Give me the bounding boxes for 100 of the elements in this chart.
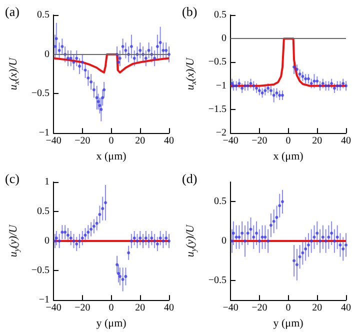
point: [230, 240, 234, 243]
point: [336, 84, 339, 88]
point: [127, 251, 130, 254]
point: [321, 236, 324, 239]
point: [84, 234, 87, 237]
point: [124, 48, 128, 52]
point: [136, 240, 139, 243]
y-tick-label: 1: [44, 176, 50, 188]
point: [69, 56, 72, 60]
y-tick-label: 0: [44, 236, 50, 247]
x-tick-label: 40: [164, 136, 174, 147]
point: [121, 278, 124, 281]
point: [336, 236, 339, 239]
point: [164, 48, 168, 52]
point: [278, 204, 282, 208]
point: [75, 56, 78, 60]
x-tick-label: 0: [108, 136, 114, 147]
point: [260, 236, 264, 239]
point: [78, 240, 82, 243]
x-tick-label: 0: [286, 302, 291, 314]
point: [95, 96, 98, 100]
point: [96, 100, 100, 104]
point: [275, 216, 278, 219]
point: [132, 56, 136, 60]
point: [338, 84, 342, 88]
point: [104, 201, 107, 204]
point: [162, 48, 165, 52]
point: [86, 230, 90, 234]
y-tick-label: −0.5: [208, 56, 227, 68]
point: [278, 94, 282, 97]
point: [72, 240, 76, 243]
y-axis-title: uy(y)/U: [8, 224, 21, 258]
point: [144, 236, 148, 240]
point: [255, 232, 258, 235]
point: [98, 212, 102, 216]
y-tick-label: 0.5: [37, 206, 50, 218]
point: [298, 72, 302, 76]
point: [246, 232, 250, 235]
point: [121, 44, 124, 48]
point: [78, 64, 82, 68]
point: [132, 236, 136, 240]
point: [321, 82, 324, 85]
point: [95, 222, 98, 225]
x-axis-title: x (μm): [96, 150, 127, 162]
point: [80, 236, 84, 240]
x-axis-title: y (μm): [273, 318, 304, 330]
chart-title: (b): [182, 4, 198, 19]
x-tick-label: −20: [252, 302, 268, 314]
y-tick-label: 0.5: [214, 196, 227, 208]
point: [147, 48, 150, 52]
point: [318, 84, 322, 88]
x-tick-label: 20: [135, 136, 146, 147]
point: [295, 68, 298, 71]
point: [327, 84, 330, 88]
point: [272, 94, 276, 97]
line-series: [230, 38, 347, 87]
point: [238, 236, 241, 239]
point: [98, 104, 102, 108]
point: [116, 263, 119, 266]
point: [150, 236, 154, 240]
point: [138, 236, 142, 240]
point: [69, 236, 72, 240]
point: [260, 91, 264, 94]
chart-title: (d): [182, 171, 198, 186]
point: [316, 232, 319, 235]
point: [330, 82, 334, 85]
point: [269, 224, 272, 227]
point: [116, 60, 120, 64]
point: [306, 77, 310, 80]
point: [142, 240, 145, 243]
point: [318, 240, 322, 243]
point: [144, 56, 148, 60]
point: [58, 48, 61, 52]
y-tick-label: 0.5: [37, 10, 50, 20]
point: [118, 274, 122, 278]
point: [269, 89, 272, 92]
x-tick-label: 20: [312, 302, 322, 314]
point: [249, 228, 252, 231]
point: [86, 76, 90, 80]
point: [344, 243, 348, 246]
point: [66, 234, 70, 237]
point: [162, 240, 165, 243]
point: [158, 236, 162, 240]
point: [64, 230, 67, 234]
point: [344, 84, 348, 88]
point: [72, 60, 76, 64]
x-tick-label: −20: [74, 302, 90, 314]
point: [258, 89, 261, 92]
y-tick-label: −0.5: [208, 274, 227, 286]
point: [53, 240, 56, 243]
x-tick-label: 40: [341, 136, 351, 147]
point: [255, 86, 258, 90]
x-axis-title: x (μm): [273, 150, 304, 162]
y-tick-label: −0.5: [31, 265, 50, 276]
point: [342, 82, 345, 85]
point: [327, 236, 330, 239]
point: [60, 44, 64, 48]
x-tick-label: 20: [135, 302, 146, 314]
point: [158, 41, 162, 44]
x-tick-label: 40: [341, 302, 351, 314]
